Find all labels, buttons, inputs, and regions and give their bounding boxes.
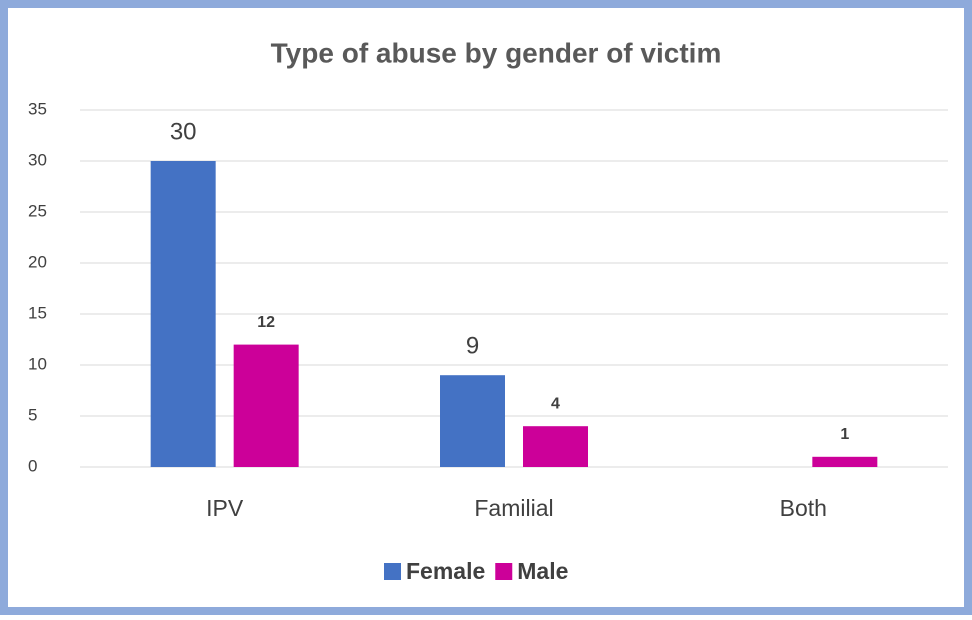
data-label: 1 bbox=[840, 426, 849, 443]
x-tick-label: Familial bbox=[474, 495, 553, 521]
x-tick-label: Both bbox=[780, 495, 827, 521]
bar bbox=[150, 161, 216, 467]
y-tick-label: 5 bbox=[28, 405, 37, 424]
bar bbox=[440, 375, 505, 467]
bar bbox=[523, 426, 588, 467]
y-tick-label: 20 bbox=[28, 252, 47, 271]
data-label: 9 bbox=[466, 333, 479, 360]
y-tick-label: 0 bbox=[28, 456, 37, 475]
data-label: 30 bbox=[170, 118, 197, 145]
legend-swatch bbox=[384, 563, 401, 580]
x-tick-label: IPV bbox=[206, 495, 244, 521]
chart-title: Type of abuse by gender of victim bbox=[271, 37, 722, 68]
y-tick-label: 15 bbox=[28, 303, 47, 322]
data-label: 12 bbox=[257, 314, 275, 331]
y-tick-label: 10 bbox=[28, 354, 47, 373]
legend-label: Female bbox=[406, 558, 485, 584]
legend-swatch bbox=[495, 563, 513, 580]
y-tick-label: 35 bbox=[28, 99, 47, 118]
y-tick-label: 25 bbox=[28, 201, 47, 220]
bar bbox=[233, 344, 299, 467]
data-label: 4 bbox=[551, 395, 560, 412]
y-tick-label: 30 bbox=[28, 150, 47, 169]
legend-label: Male bbox=[517, 558, 568, 584]
bar bbox=[812, 456, 878, 467]
